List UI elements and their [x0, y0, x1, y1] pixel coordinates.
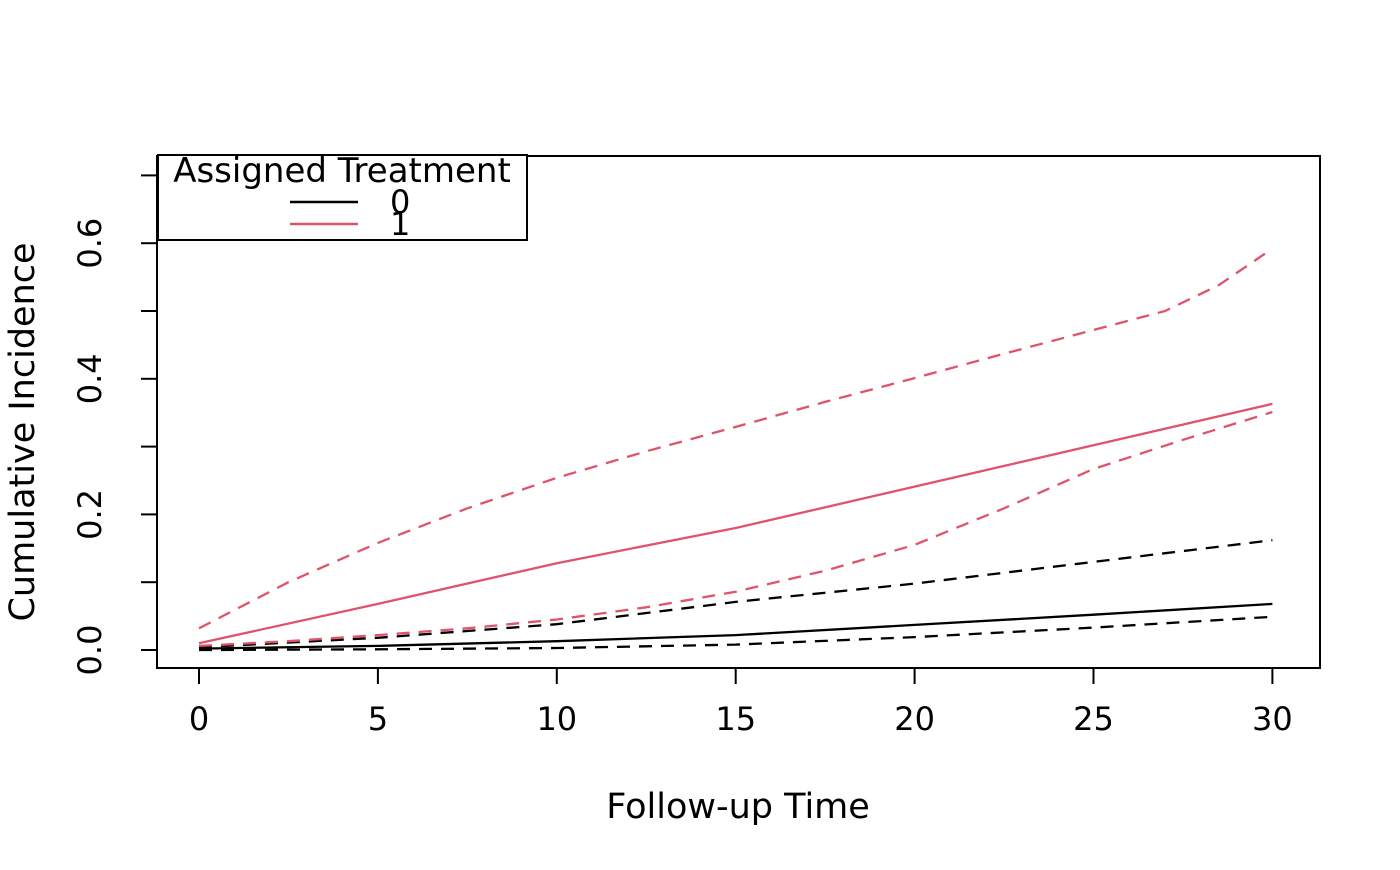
x-tick-label: 30: [1252, 700, 1293, 738]
x-tick-label: 0: [189, 700, 209, 738]
y-axis-title: Cumulative Incidence: [3, 242, 43, 621]
series-line-treatment-1-lower-ci: [198, 410, 1273, 648]
series-line-treatment-0-estimate: [198, 602, 1273, 650]
legend: Assigned Treatment 0 1: [157, 151, 528, 243]
series-line-treatment-0-upper-ci: [198, 539, 1273, 649]
legend-label-treatment-1: 1: [390, 205, 410, 243]
y-tick-label: 0.2: [71, 489, 109, 540]
x-tick-label: 25: [1073, 700, 1114, 738]
y-tick-label: 0.6: [71, 218, 109, 269]
x-tick-label: 15: [715, 700, 756, 738]
x-axis-title: Follow-up Time: [606, 787, 870, 827]
legend-title: Assigned Treatment: [173, 151, 511, 191]
series-line-treatment-1-estimate: [198, 402, 1273, 645]
series-line-treatment-1-upper-ci: [198, 247, 1274, 630]
series-line-treatment-0-lower-ci: [198, 615, 1273, 652]
x-axis: 0 5 10 15 20 25 30: [189, 668, 1293, 738]
series-lines: [198, 247, 1274, 652]
legend-box: [157, 154, 528, 241]
plot-box: [156, 155, 1321, 669]
x-tick-label: 20: [894, 700, 935, 738]
y-tick-label: 0.0: [71, 625, 109, 676]
x-tick-label: 10: [536, 700, 577, 738]
legend-label-treatment-0: 0: [390, 183, 410, 221]
y-axis: 0.0 0.2 0.4 0.6: [71, 174, 157, 676]
y-tick-label: 0.4: [71, 353, 109, 404]
x-tick-label: 5: [368, 700, 388, 738]
